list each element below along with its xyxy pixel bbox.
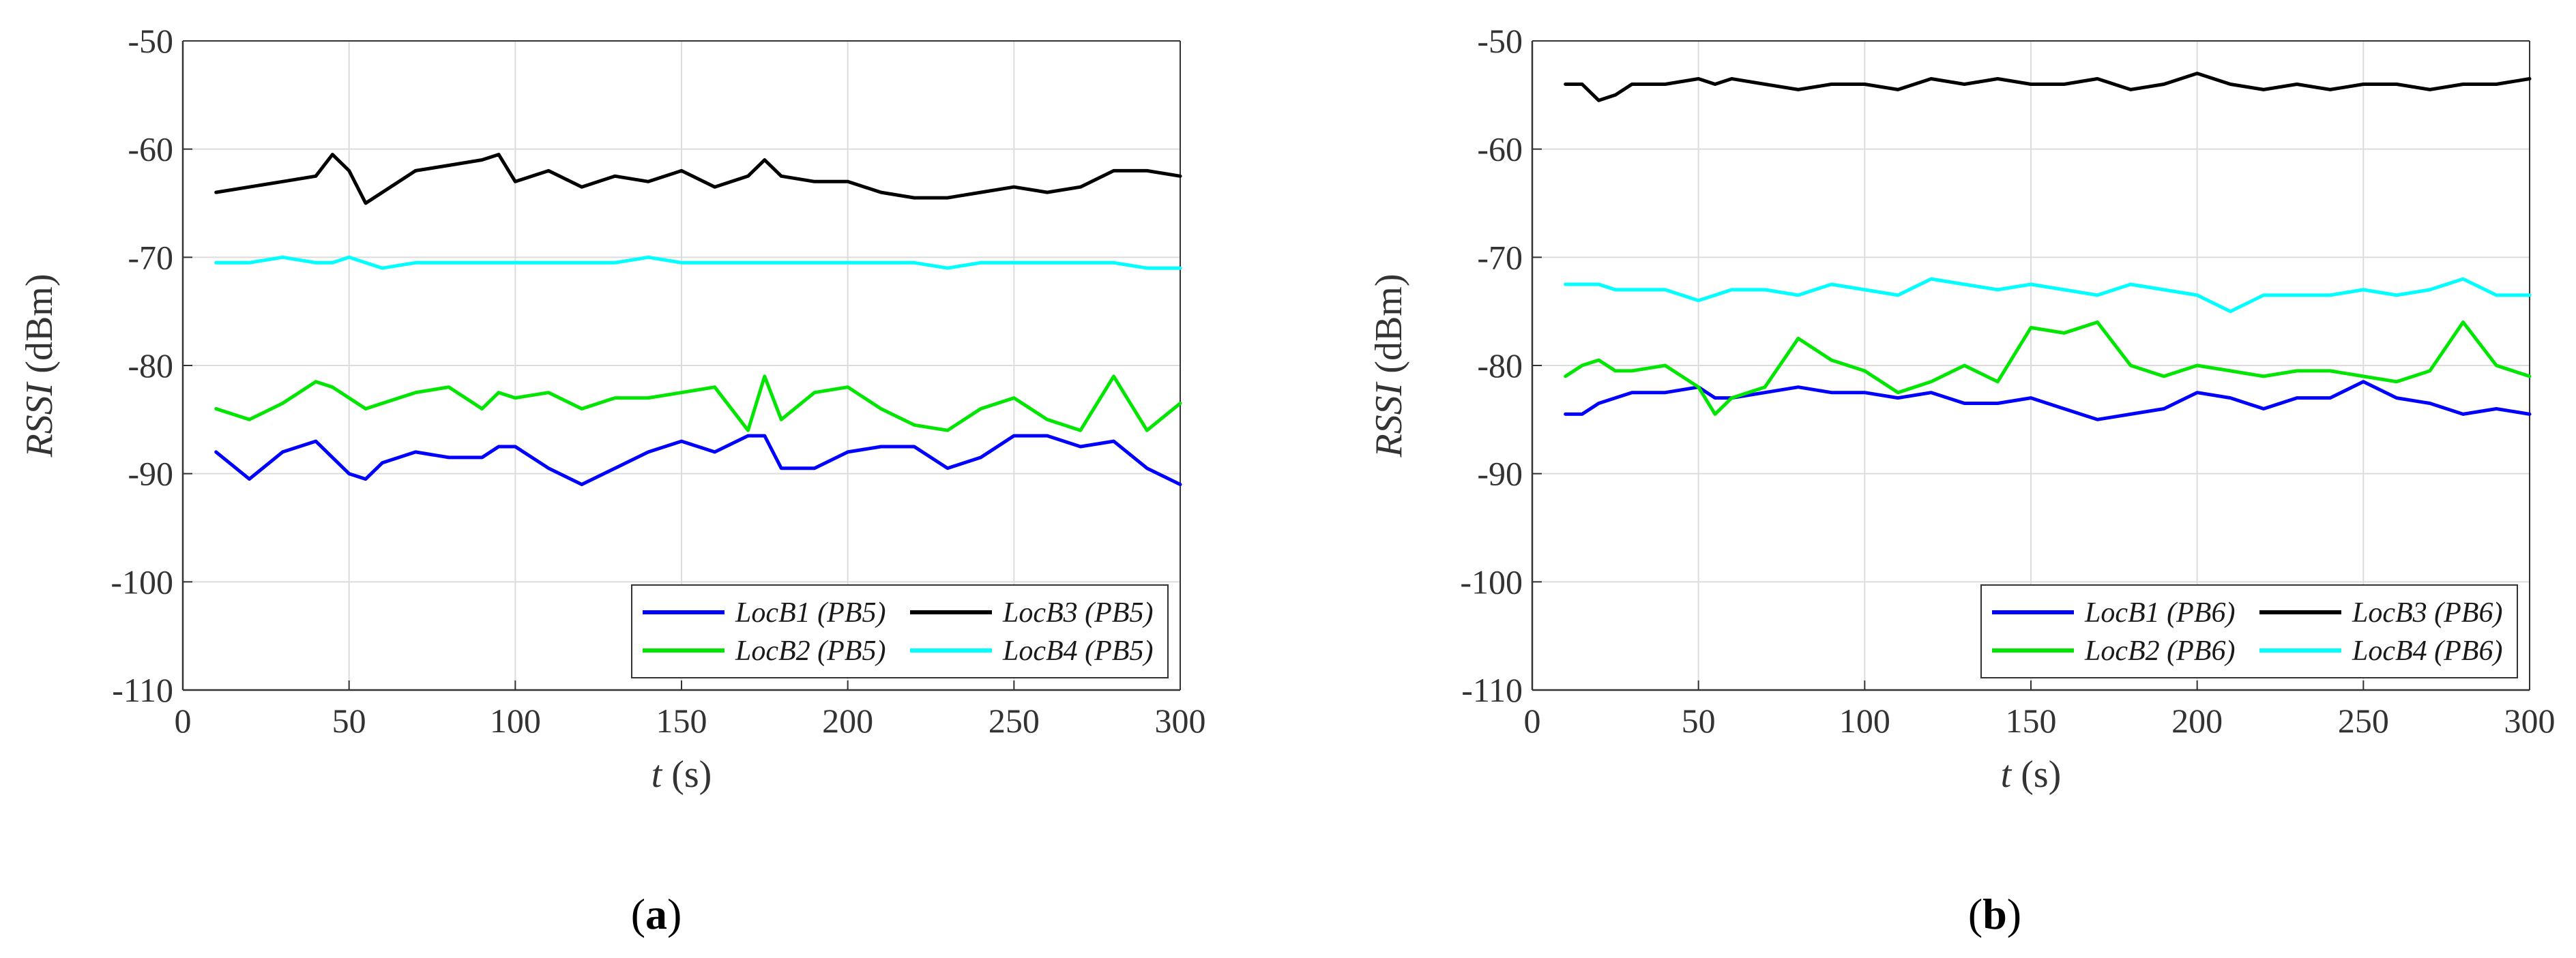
x-tick-label-4: 200 [2171, 702, 2223, 740]
y-tick-label-0: -50 [1477, 22, 1523, 60]
panel-b: 0 50 100 150 200 250 300 -50 -60 -70 -80 -90 -100 -11… [1368, 22, 2556, 938]
x-axis-label: t (s) [652, 753, 712, 796]
x-tick-label-6: 300 [2504, 702, 2556, 740]
x-tick-label-1: 50 [332, 702, 366, 740]
panel-caption: (a) [631, 890, 682, 938]
y-axis-label: RSSI (dBm) [18, 273, 61, 458]
series-line-locb1 [1564, 380, 2532, 421]
y-tick-label-6: -110 [112, 671, 173, 709]
y-tick-label-3: -80 [128, 346, 173, 385]
series-line-locb2 [1564, 320, 2532, 416]
y-tick-label-6: -110 [1461, 671, 1523, 709]
panel-caption-letter: b [1982, 890, 2007, 938]
x-axis-label: t (s) [2001, 753, 2062, 796]
y-tick-label-4: -90 [128, 455, 173, 493]
x-tick-label-5: 250 [989, 702, 1040, 740]
series-line-locb4 [1564, 277, 2532, 314]
x-tick-label-3: 150 [2006, 702, 2057, 740]
panel-caption-letter: a [645, 890, 667, 938]
panel-caption-open: ( [1968, 890, 1982, 938]
y-axis-label-var: RSSI [18, 381, 61, 458]
legend-label-locb4: LocB4 (PB5) [1002, 635, 1153, 667]
y-tick-label-1: -60 [128, 130, 173, 168]
y-axis-label-unit: (dBm) [1368, 273, 1410, 383]
x-tick-label-3: 150 [656, 702, 707, 740]
legend-label-locb3: LocB3 (PB6) [2352, 597, 2502, 629]
panel-a: 0 50 100 150 200 250 300 -50 -60 -70 -80 -90 -100 -11… [18, 22, 1206, 938]
legend-label-locb1: LocB1 (PB5) [735, 597, 886, 629]
y-tick-label-4: -90 [1477, 455, 1523, 493]
series-line-locb3 [214, 153, 1182, 205]
legend-label-locb2: LocB2 (PB6) [2084, 635, 2235, 667]
series-line-locb1 [214, 434, 1182, 486]
legend-label-locb1: LocB1 (PB6) [2084, 597, 2235, 629]
legend-label-locb3: LocB3 (PB5) [1002, 597, 1153, 629]
y-tick-label-2: -70 [1477, 238, 1523, 276]
legend-box [631, 584, 1169, 678]
x-axis-label-unit: (s) [2011, 753, 2061, 796]
series-line-locb4 [214, 255, 1182, 270]
series-line-locb3 [1564, 72, 2532, 102]
y-tick-label-1: -60 [1477, 130, 1523, 168]
x-tick-label-1: 50 [1682, 702, 1716, 740]
y-tick-label-5: -100 [1460, 563, 1523, 601]
panel-caption-open: ( [631, 890, 645, 938]
y-tick-label-0: -50 [128, 22, 173, 60]
x-tick-label-5: 250 [2338, 702, 2389, 740]
x-axis-label-var: t [2001, 753, 2012, 796]
y-axis-label-var: RSSI [1368, 381, 1410, 458]
legend-box [1980, 584, 2518, 678]
x-axis-label-unit: (s) [662, 753, 712, 796]
y-tick-label-5: -100 [111, 563, 173, 601]
legend-label-locb2: LocB2 (PB5) [735, 635, 886, 667]
y-tick-label-2: -70 [128, 238, 173, 276]
y-tick-label-3: -80 [1477, 346, 1523, 385]
x-tick-label-6: 300 [1155, 702, 1206, 740]
panel-caption: (b) [1968, 890, 2021, 938]
x-tick-label-4: 200 [822, 702, 873, 740]
series-line-locb2 [214, 374, 1182, 432]
x-tick-label-2: 100 [490, 702, 541, 740]
y-axis-label: RSSI (dBm) [1368, 273, 1410, 458]
panel-caption-close: ) [2007, 890, 2021, 938]
x-tick-label-0: 0 [175, 702, 192, 740]
x-tick-label-2: 100 [1839, 702, 1890, 740]
legend-label-locb4: LocB4 (PB6) [2352, 635, 2502, 667]
x-tick-label-0: 0 [1524, 702, 1541, 740]
x-axis-label-var: t [652, 753, 663, 796]
panel-caption-close: ) [667, 890, 682, 938]
y-axis-label-unit: (dBm) [18, 273, 61, 383]
